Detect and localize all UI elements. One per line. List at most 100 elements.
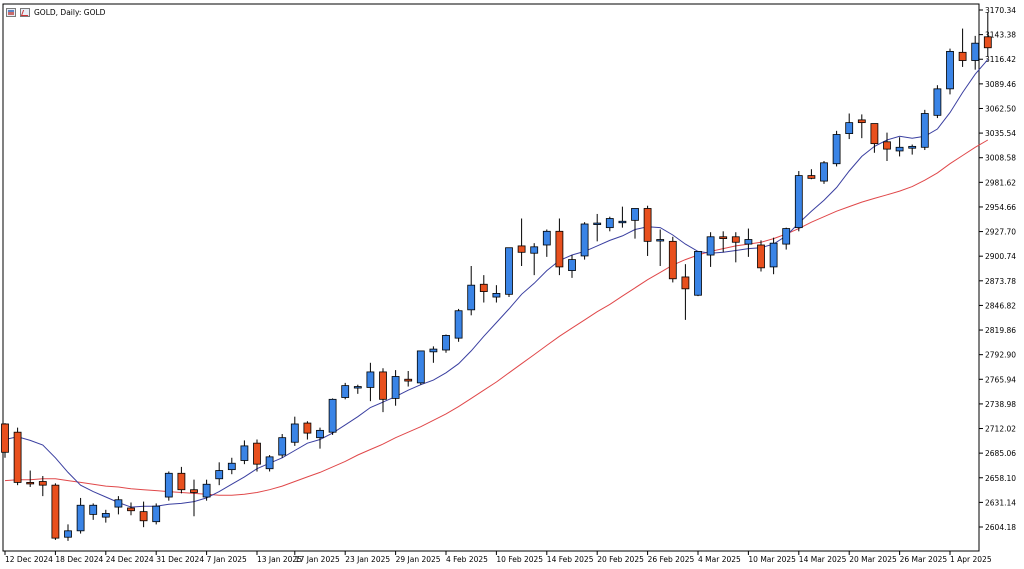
x-tick-label: 17 Jan 2025	[295, 555, 340, 564]
line-chart-icon[interactable]	[20, 7, 30, 17]
x-tick-label: 18 Dec 2024	[55, 555, 103, 564]
bearish-candle	[555, 230, 564, 268]
y-tick-label: 2658.10	[985, 474, 1016, 483]
bearish-candle	[139, 511, 148, 522]
bullish-candle	[316, 429, 324, 439]
bearish-candle	[38, 481, 47, 486]
bullish-candle	[492, 292, 501, 298]
x-tick-label: 23 Jan 2025	[345, 555, 390, 564]
bearish-candle	[190, 489, 198, 493]
bearish-candle	[958, 51, 967, 61]
bearish-candle	[807, 175, 816, 179]
bullish-candle	[240, 445, 249, 461]
bullish-candle	[89, 504, 98, 515]
bullish-candle	[227, 462, 236, 471]
bullish-candle	[454, 310, 463, 339]
x-tick-label: 24 Dec 2024	[106, 555, 154, 564]
bullish-candle	[832, 134, 841, 165]
bullish-candle	[290, 423, 299, 443]
y-tick-label: 2873.78	[985, 277, 1016, 286]
bullish-candle	[920, 113, 929, 148]
bullish-candle	[895, 146, 904, 152]
bullish-candle	[76, 504, 85, 532]
bullish-candle	[442, 334, 450, 351]
bearish-candle	[757, 244, 765, 269]
bearish-candle	[1, 423, 9, 453]
bullish-candle	[568, 259, 576, 271]
moving-average-fast-line	[4, 59, 989, 508]
bullish-candle	[202, 483, 211, 498]
plot-frame	[2, 3, 980, 552]
bearish-candle	[643, 208, 652, 242]
bullish-candle	[794, 175, 803, 229]
bearish-candle	[517, 245, 526, 253]
y-tick-label: 2981.62	[985, 178, 1016, 187]
bearish-candle	[668, 240, 677, 280]
y-tick-label: 3170.34	[985, 6, 1016, 15]
bearish-candle	[883, 141, 891, 150]
y-tick-label: 2685.06	[985, 449, 1016, 458]
bearish-candle	[253, 442, 261, 465]
y-tick-label: 3116.42	[985, 55, 1016, 64]
bullish-candle	[946, 51, 954, 90]
x-tick-label: 4 Mar 2025	[698, 555, 741, 564]
bullish-candle	[278, 437, 287, 456]
x-tick-label: 20 Feb 2025	[597, 555, 644, 564]
x-tick-label: 13 Jan 2025	[257, 555, 302, 564]
bullish-candle	[353, 386, 362, 389]
bullish-candle	[152, 505, 161, 523]
x-tick-label: 1 Apr 2025	[950, 555, 992, 564]
y-tick-label: 2765.94	[985, 375, 1016, 384]
bullish-candle	[845, 122, 854, 134]
bullish-candle	[391, 376, 400, 399]
bullish-candle	[769, 242, 778, 268]
bullish-candle	[64, 530, 72, 538]
bearish-candle	[479, 283, 488, 292]
bullish-candle	[656, 239, 665, 242]
x-tick-label: 29 Jan 2025	[396, 555, 441, 564]
bullish-candle	[429, 348, 438, 353]
y-tick-label: 2712.02	[985, 425, 1016, 434]
bullish-candle	[505, 247, 513, 295]
bearish-candle	[127, 507, 135, 512]
chart-window-icon[interactable]	[6, 7, 16, 17]
bearish-candle	[404, 378, 413, 382]
bearish-candle	[983, 36, 992, 49]
bullish-candle	[706, 236, 715, 256]
y-tick-label: 2631.14	[985, 498, 1016, 507]
bullish-candle	[542, 230, 551, 246]
x-tick-label: 14 Feb 2025	[547, 555, 594, 564]
bullish-candle	[416, 350, 425, 384]
bullish-candle	[618, 220, 627, 224]
x-tick-label: 26 Mar 2025	[900, 555, 948, 564]
bullish-candle	[694, 250, 702, 296]
y-tick-label: 2846.82	[985, 301, 1016, 310]
chart-title: GOLD, Daily: GOLD	[34, 7, 106, 17]
x-tick-label: 31 Dec 2024	[156, 555, 204, 564]
x-tick-label: 7 Jan 2025	[207, 555, 247, 564]
bullish-candle	[530, 246, 539, 254]
bullish-candle	[580, 223, 589, 257]
y-tick-label: 2738.98	[985, 400, 1016, 409]
y-tick-label: 2900.74	[985, 252, 1016, 261]
bearish-candle	[731, 236, 740, 243]
moving-average-slow-line	[4, 139, 989, 496]
y-tick-label: 3008.58	[985, 154, 1016, 163]
bullish-candle	[366, 371, 375, 388]
y-tick-label: 2819.86	[985, 326, 1016, 335]
bullish-candle	[101, 513, 110, 518]
bearish-candle	[379, 371, 387, 400]
bullish-candle	[114, 499, 123, 508]
bullish-candle	[265, 456, 274, 470]
bullish-candle	[820, 162, 828, 182]
bullish-candle	[971, 42, 980, 61]
bullish-candle	[328, 398, 337, 433]
bullish-candle	[744, 239, 753, 245]
y-tick-label: 2954.66	[985, 203, 1016, 212]
bullish-candle	[215, 470, 224, 480]
x-tick-label: 4 Feb 2025	[446, 555, 488, 564]
bearish-candle	[177, 472, 186, 491]
x-tick-label: 12 Dec 2024	[5, 555, 53, 564]
